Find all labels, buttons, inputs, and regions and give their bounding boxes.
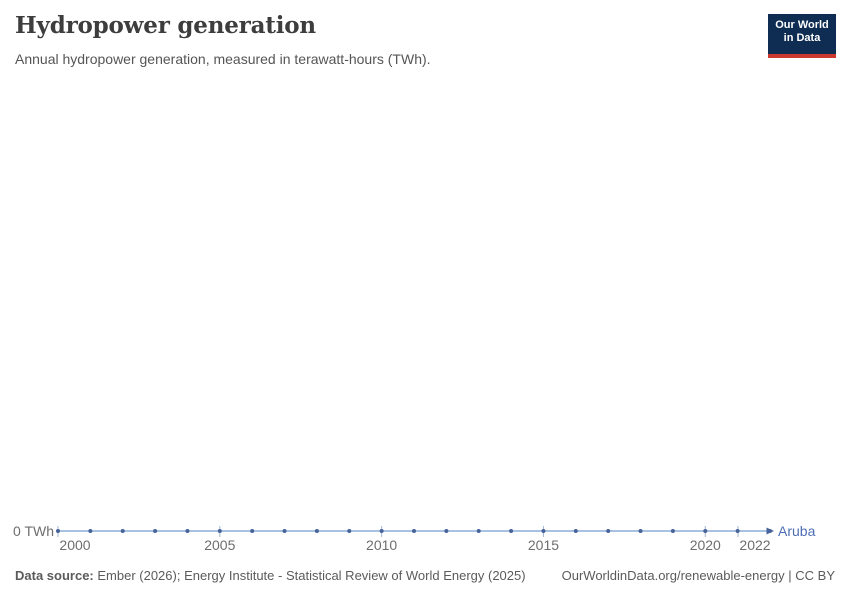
data-source-text: Ember (2026); Energy Institute - Statist… (93, 568, 526, 583)
data-point-2001[interactable] (88, 529, 93, 533)
data-point-2004[interactable] (185, 529, 190, 533)
data-point-2002[interactable] (120, 529, 125, 533)
x-tick-label-2010: 2010 (366, 537, 398, 553)
owid-logo-line2: in Data (783, 32, 821, 44)
data-source-label: Data source: (15, 568, 94, 583)
data-point-2006[interactable] (250, 529, 255, 533)
data-point-2014[interactable] (509, 529, 514, 533)
data-point-2013[interactable] (476, 529, 481, 533)
x-tick-label-2015: 2015 (527, 537, 560, 553)
data-point-2000[interactable] (56, 529, 60, 533)
data-point-2011[interactable] (412, 529, 416, 533)
data-point-2015[interactable] (541, 529, 546, 533)
footer-citation-link[interactable]: OurWorldinData.org/renewable-energy | CC… (561, 568, 835, 583)
x-tick-label-2022: 2022 (739, 537, 771, 553)
data-point-2007[interactable] (282, 529, 287, 533)
data-point-2018[interactable] (638, 529, 643, 533)
data-point-2010[interactable] (379, 529, 384, 533)
owid-logo-line1: Our World (775, 19, 829, 31)
y-axis-zero-label: 0 TWh (13, 523, 54, 539)
data-point-2019[interactable] (670, 529, 675, 533)
chart-title: Hydropower generation (15, 12, 316, 39)
chart-subtitle: Annual hydropower generation, measured i… (15, 51, 431, 67)
x-tick-label-2005: 2005 (204, 537, 236, 553)
data-source-note: Data source: Ember (2026); Energy Instit… (15, 568, 526, 583)
data-point-2005[interactable] (217, 529, 222, 533)
x-tick-label-2020: 2020 (689, 537, 721, 553)
data-point-2008[interactable] (314, 529, 319, 533)
data-point-2020[interactable] (703, 529, 708, 533)
data-point-2016[interactable] (573, 529, 578, 533)
data-point-2009[interactable] (347, 529, 352, 533)
data-point-2017[interactable] (606, 529, 611, 533)
owid-logo[interactable]: Our World in Data (768, 14, 836, 58)
x-tick-label-2000: 2000 (59, 537, 91, 553)
entity-label-aruba[interactable]: Aruba (778, 523, 816, 539)
data-point-2021[interactable] (735, 529, 740, 533)
data-point-2003[interactable] (153, 529, 158, 533)
data-point-2022[interactable] (768, 529, 772, 533)
data-point-2012[interactable] (444, 529, 449, 533)
